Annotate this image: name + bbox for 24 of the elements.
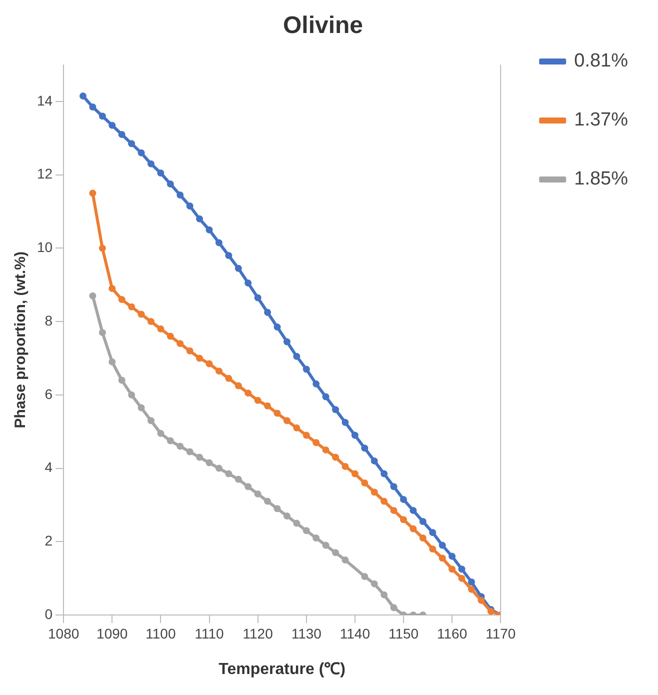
x-tick-label: 1150 xyxy=(388,625,419,642)
y-tick-label: 6 xyxy=(44,386,53,402)
chart-title: Olivine xyxy=(282,12,364,40)
legend-label: 1.85% xyxy=(574,168,628,190)
y-tick-label: 10 xyxy=(36,239,53,256)
y-tick-label: 14 xyxy=(36,92,53,108)
x-tick-label: 1120 xyxy=(242,625,274,642)
x-axis-title: Temperature (℃) xyxy=(218,660,346,678)
x-tick-label: 1100 xyxy=(146,625,176,642)
y-tick-label: 8 xyxy=(44,312,53,328)
x-tick-label: 1130 xyxy=(291,625,322,642)
y-tick-label: 12 xyxy=(36,166,53,182)
x-tick-label: 1110 xyxy=(194,625,224,642)
y-tick-label: 0 xyxy=(44,606,53,622)
legend-label: 1.37% xyxy=(574,110,628,131)
x-tick-label: 1080 xyxy=(48,625,80,642)
x-tick-label: 1090 xyxy=(96,625,128,642)
y-tick-label: 2 xyxy=(44,532,53,548)
legend-label: 0.81% xyxy=(574,50,628,72)
x-tick-label: 1160 xyxy=(437,625,468,642)
y-tick-label: 4 xyxy=(44,459,53,476)
y-axis-title: Phase proportion, (wt.%) xyxy=(12,252,30,428)
x-tick-label: 1170 xyxy=(486,625,516,642)
x-tick-label: 1140 xyxy=(340,625,370,642)
